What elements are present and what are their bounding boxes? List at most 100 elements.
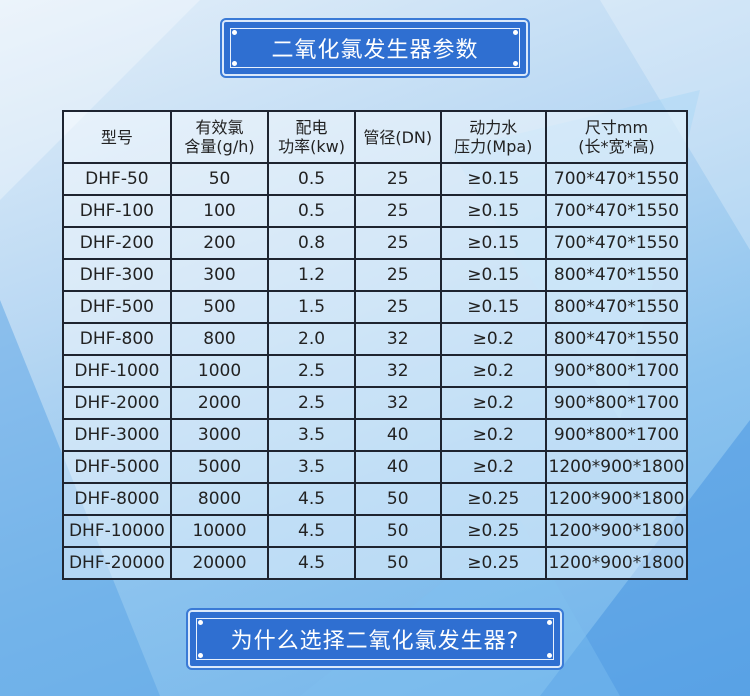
table-cell: DHF-50	[62, 162, 172, 196]
table-cell: DHF-500	[62, 290, 172, 324]
table-cell: ≥0.15	[439, 258, 548, 292]
table-cell: 1.2	[267, 258, 356, 292]
table-cell: 900*800*1700	[545, 418, 688, 452]
table-cell: 1200*900*1800	[545, 450, 688, 484]
table-cell: 25	[353, 194, 442, 228]
table-cell: 25	[353, 162, 442, 196]
header-line: (长*宽*高)	[578, 137, 655, 156]
table-cell: DHF-10000	[62, 514, 172, 548]
column-header: 尺寸mm (长*宽*高)	[545, 110, 688, 164]
table-row: DHF-8000 8000 4.5 50 ≥0.25 1200*900*1800	[62, 482, 688, 516]
table-cell: ≥0.15	[439, 226, 548, 260]
table-cell: 50	[353, 514, 442, 548]
why-choose-label: 为什么选择二氧化氯发生器?	[230, 629, 520, 654]
table-cell: 900*800*1700	[545, 354, 688, 388]
table-row: DHF-5000 5000 3.5 40 ≥0.2 1200*900*1800	[62, 450, 688, 484]
table-cell: 25	[353, 258, 442, 292]
table-cell: DHF-2000	[62, 386, 172, 420]
header-line: 动力水	[469, 118, 518, 137]
table-cell: ≥0.15	[439, 194, 548, 228]
header-line: 压力(Mpa)	[454, 137, 533, 156]
column-header: 有效氯 含量(g/h)	[169, 110, 270, 164]
header-line: 含量(g/h)	[184, 137, 255, 156]
table-cell: 50	[353, 546, 442, 580]
table-cell: 0.8	[267, 226, 356, 260]
parameter-table: 型号 有效氯 含量(g/h) 配电 功率(kw) 管径(DN) 动力水 压力(Mpa) 尺寸mm…	[62, 110, 688, 580]
table-cell: 1000	[169, 354, 270, 388]
table-cell: 900*800*1700	[545, 386, 688, 420]
table-row: DHF-10000 10000 4.5 50 ≥0.25 1200*900*1800	[62, 514, 688, 548]
table-row: DHF-2000 2000 2.5 32 ≥0.2 900*800*1700	[62, 386, 688, 420]
table-cell: 32	[353, 322, 442, 356]
table-cell: 300	[169, 258, 270, 292]
table-cell: 100	[169, 194, 270, 228]
table-cell: 800*470*1550	[545, 322, 688, 356]
table-cell: 3000	[169, 418, 270, 452]
table-cell: ≥0.15	[439, 162, 548, 196]
table-cell: 1200*900*1800	[545, 514, 688, 548]
table-cell: 1.5	[267, 290, 356, 324]
header-row: 型号 有效氯 含量(g/h) 配电 功率(kw) 管径(DN) 动力水 压力(Mpa) 尺寸mm…	[62, 110, 688, 164]
table-cell: 40	[353, 450, 442, 484]
header-line: 尺寸mm	[584, 118, 649, 137]
column-header: 型号	[62, 110, 172, 164]
title-banner: 二氧化氯发生器参数	[220, 18, 530, 78]
table-cell: 20000	[169, 546, 270, 580]
column-header: 配电 功率(kw)	[267, 110, 356, 164]
table-cell: 4.5	[267, 482, 356, 516]
table-row: DHF-800 800 2.0 32 ≥0.2 800*470*1550	[62, 322, 688, 356]
table-row: DHF-20000 20000 4.5 50 ≥0.25 1200*900*1800	[62, 546, 688, 580]
table-cell: DHF-20000	[62, 546, 172, 580]
table-cell: DHF-5000	[62, 450, 172, 484]
table-cell: 0.5	[267, 194, 356, 228]
table-row: DHF-100 100 0.5 25 ≥0.15 700*470*1550	[62, 194, 688, 228]
table-cell: 2.5	[267, 386, 356, 420]
table-row: DHF-1000 1000 2.5 32 ≥0.2 900*800*1700	[62, 354, 688, 388]
table-row: DHF-200 200 0.8 25 ≥0.15 700*470*1550	[62, 226, 688, 260]
table-cell: 2.0	[267, 322, 356, 356]
table-cell: 4.5	[267, 514, 356, 548]
table-cell: 25	[353, 226, 442, 260]
header-line: 功率(kw)	[278, 137, 345, 156]
why-choose-button[interactable]: 为什么选择二氧化氯发生器?	[186, 608, 564, 670]
page-title: 二氧化氯发生器参数	[271, 38, 479, 63]
table-cell: 2.5	[267, 354, 356, 388]
header-line: 型号	[100, 127, 133, 147]
table-cell: ≥0.2	[439, 418, 548, 452]
table-cell: DHF-8000	[62, 482, 172, 516]
table-cell: DHF-800	[62, 322, 172, 356]
table-cell: 10000	[169, 514, 270, 548]
table-row: DHF-3000 3000 3.5 40 ≥0.2 900*800*1700	[62, 418, 688, 452]
table-cell: 800*470*1550	[545, 258, 688, 292]
table-cell: 5000	[169, 450, 270, 484]
table-cell: ≥0.15	[439, 290, 548, 324]
table-cell: ≥0.25	[439, 514, 548, 548]
table-cell: 700*470*1550	[545, 226, 688, 260]
table-cell: 2000	[169, 386, 270, 420]
table-cell: DHF-3000	[62, 418, 172, 452]
table-cell: 700*470*1550	[545, 162, 688, 196]
table-cell: 32	[353, 354, 442, 388]
table-cell: 50	[353, 482, 442, 516]
table-cell: 40	[353, 418, 442, 452]
table-cell: 4.5	[267, 546, 356, 580]
header-line: 有效氯	[195, 118, 244, 137]
table-cell: ≥0.25	[439, 546, 548, 580]
table-cell: 8000	[169, 482, 270, 516]
table-cell: DHF-1000	[62, 354, 172, 388]
table-cell: 700*470*1550	[545, 194, 688, 228]
table-cell: DHF-100	[62, 194, 172, 228]
column-header: 管径(DN)	[353, 110, 442, 164]
table-row: DHF-300 300 1.2 25 ≥0.15 800*470*1550	[62, 258, 688, 292]
table-cell: 1200*900*1800	[545, 546, 688, 580]
table-cell: 25	[353, 290, 442, 324]
table-cell: 3.5	[267, 450, 356, 484]
table-cell: 50	[169, 162, 270, 196]
header-line: 管径(DN)	[363, 127, 433, 147]
table-cell: ≥0.25	[439, 482, 548, 516]
table-cell: 800*470*1550	[545, 290, 688, 324]
table-cell: ≥0.2	[439, 322, 548, 356]
table-cell: 3.5	[267, 418, 356, 452]
table-cell: 0.5	[267, 162, 356, 196]
table-cell: DHF-300	[62, 258, 172, 292]
